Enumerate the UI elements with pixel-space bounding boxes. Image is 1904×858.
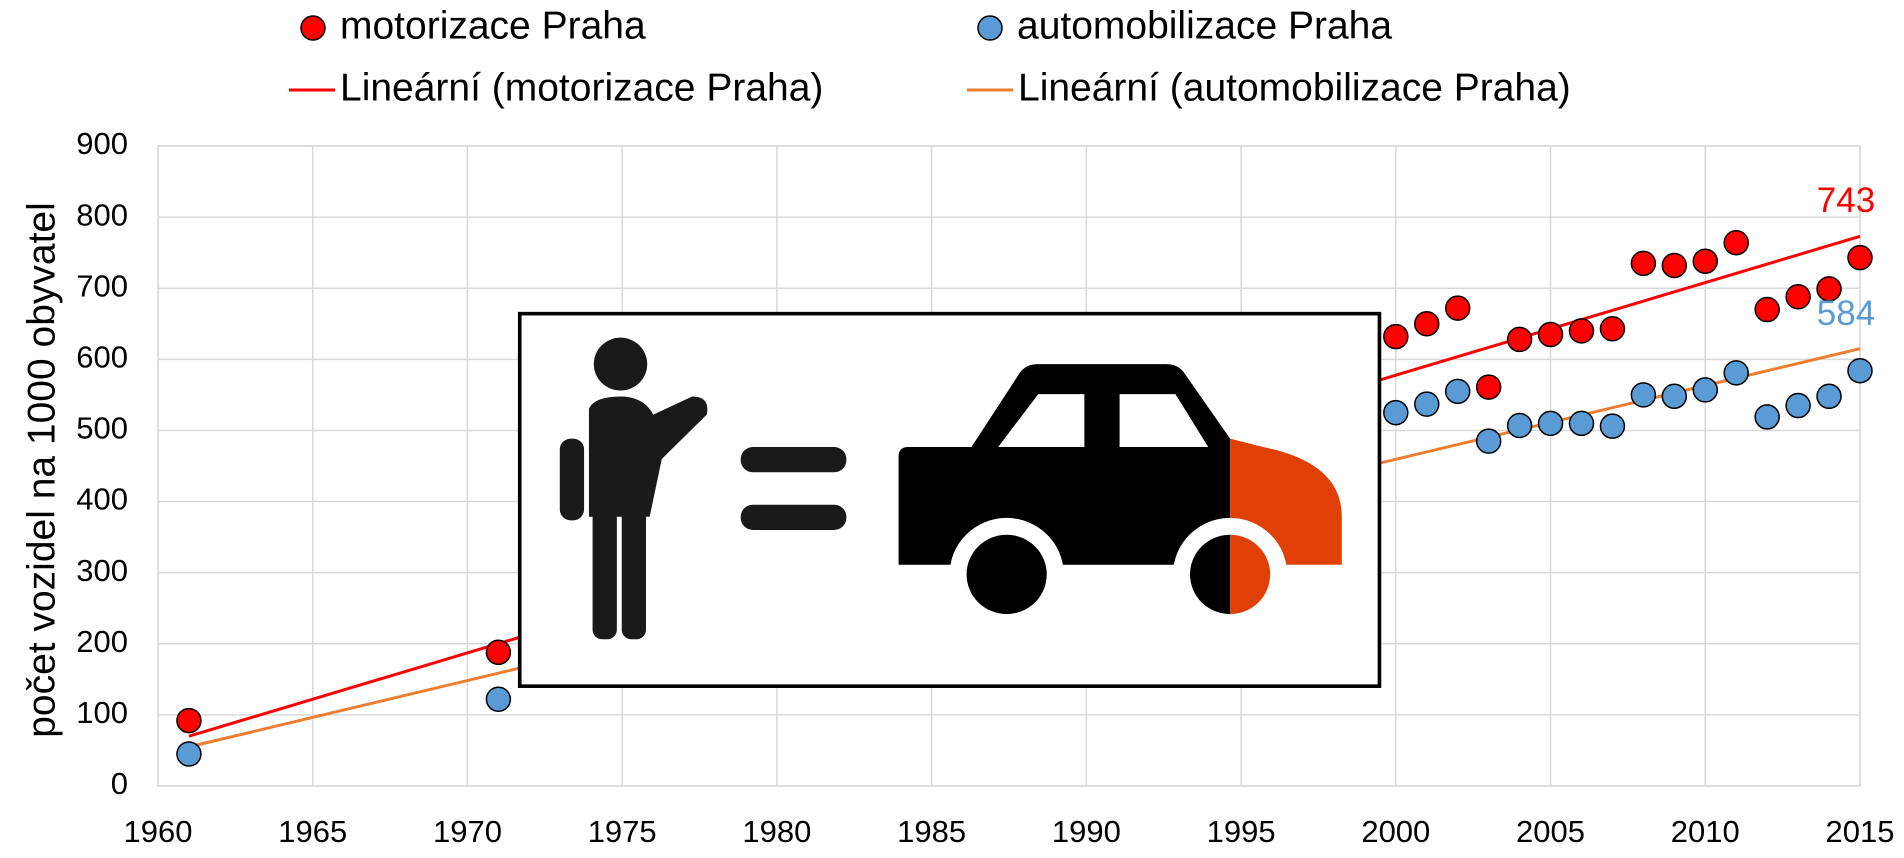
plot-border	[157, 145, 1861, 787]
point	[1599, 413, 1626, 439]
point	[485, 686, 512, 712]
wheel	[1190, 534, 1231, 615]
point	[1506, 326, 1533, 353]
y-axis-label: počet vozidel na 1000 obyvatel	[20, 202, 63, 738]
y-tick-label: 600	[76, 340, 128, 375]
point	[1414, 391, 1440, 417]
y-tick-label: 300	[76, 553, 128, 588]
overlay-icon	[517, 311, 1382, 688]
legend-label: automobilizace Praha	[1017, 4, 1392, 47]
x-tick-label: 1990	[1052, 814, 1121, 849]
y-tick-label: 900	[76, 126, 128, 161]
point	[1661, 252, 1688, 279]
x-tick-label: 2015	[1826, 814, 1895, 849]
x-tick-label: 1965	[278, 814, 347, 849]
legend-label: motorizace Praha	[340, 4, 646, 47]
point	[1630, 382, 1657, 408]
point	[1816, 383, 1842, 410]
person-leg	[592, 504, 617, 640]
person-leg	[621, 504, 647, 640]
x-tick-label: 1995	[1207, 814, 1276, 849]
x-tick-label: 1975	[588, 814, 657, 849]
point	[1537, 321, 1564, 348]
point	[1754, 296, 1780, 323]
point	[1383, 323, 1409, 350]
point	[1816, 276, 1842, 302]
point	[1847, 357, 1873, 384]
point	[1568, 318, 1595, 344]
point	[1692, 248, 1719, 274]
point	[1692, 377, 1719, 403]
data-label: 584	[1817, 294, 1875, 333]
point	[1723, 360, 1749, 386]
point	[1475, 428, 1502, 454]
y-tick-label: 800	[76, 197, 128, 232]
y-tick-label: 500	[76, 411, 128, 446]
x-tick-label: 2010	[1671, 814, 1740, 849]
marks: 743 584	[176, 181, 1875, 767]
x-tick-label: 1960	[124, 814, 193, 849]
person-body	[588, 396, 708, 517]
point	[1383, 399, 1409, 426]
point	[485, 639, 512, 666]
legend: motorizace Praha automobilizace Praha Line…	[289, 4, 1571, 109]
point	[1414, 311, 1440, 337]
legend-marker	[977, 15, 1003, 41]
wheel	[1230, 534, 1271, 615]
x-tick-label: 1980	[742, 814, 811, 849]
y-tick-label: 100	[76, 695, 128, 730]
y-tick-label: 700	[76, 268, 128, 303]
point	[1661, 383, 1688, 410]
equals-bar	[740, 447, 847, 473]
data-label: 743	[1817, 181, 1875, 220]
car-window	[998, 394, 1209, 448]
point	[1754, 404, 1780, 430]
point	[176, 741, 202, 767]
point	[1444, 295, 1471, 321]
legend-label: Lineární (motorizace Praha)	[340, 66, 823, 109]
point	[1506, 412, 1533, 439]
point	[1568, 410, 1595, 437]
y-tick-label: 0	[111, 766, 128, 801]
point	[1723, 229, 1749, 256]
y-tick-label: 400	[76, 482, 128, 517]
point	[1847, 244, 1873, 271]
point	[1630, 250, 1657, 277]
wheel	[966, 534, 1047, 615]
x-tick-label: 1985	[897, 814, 966, 849]
point	[1785, 392, 1811, 419]
x-tick-label: 2000	[1361, 814, 1430, 849]
x-tick-label: 2005	[1516, 814, 1585, 849]
point	[1599, 316, 1626, 342]
point	[1537, 410, 1564, 437]
legend-label: Lineární (automobilizace Praha)	[1018, 66, 1571, 109]
person-arm	[559, 438, 585, 521]
legend-marker	[300, 15, 326, 41]
equals-bar	[740, 504, 847, 530]
point	[1475, 374, 1502, 400]
point	[176, 707, 202, 734]
y-tick-label: 200	[76, 624, 128, 659]
person-head	[593, 337, 648, 391]
x-tick-label: 1970	[433, 814, 502, 849]
point	[1785, 284, 1811, 310]
point	[1444, 378, 1471, 405]
